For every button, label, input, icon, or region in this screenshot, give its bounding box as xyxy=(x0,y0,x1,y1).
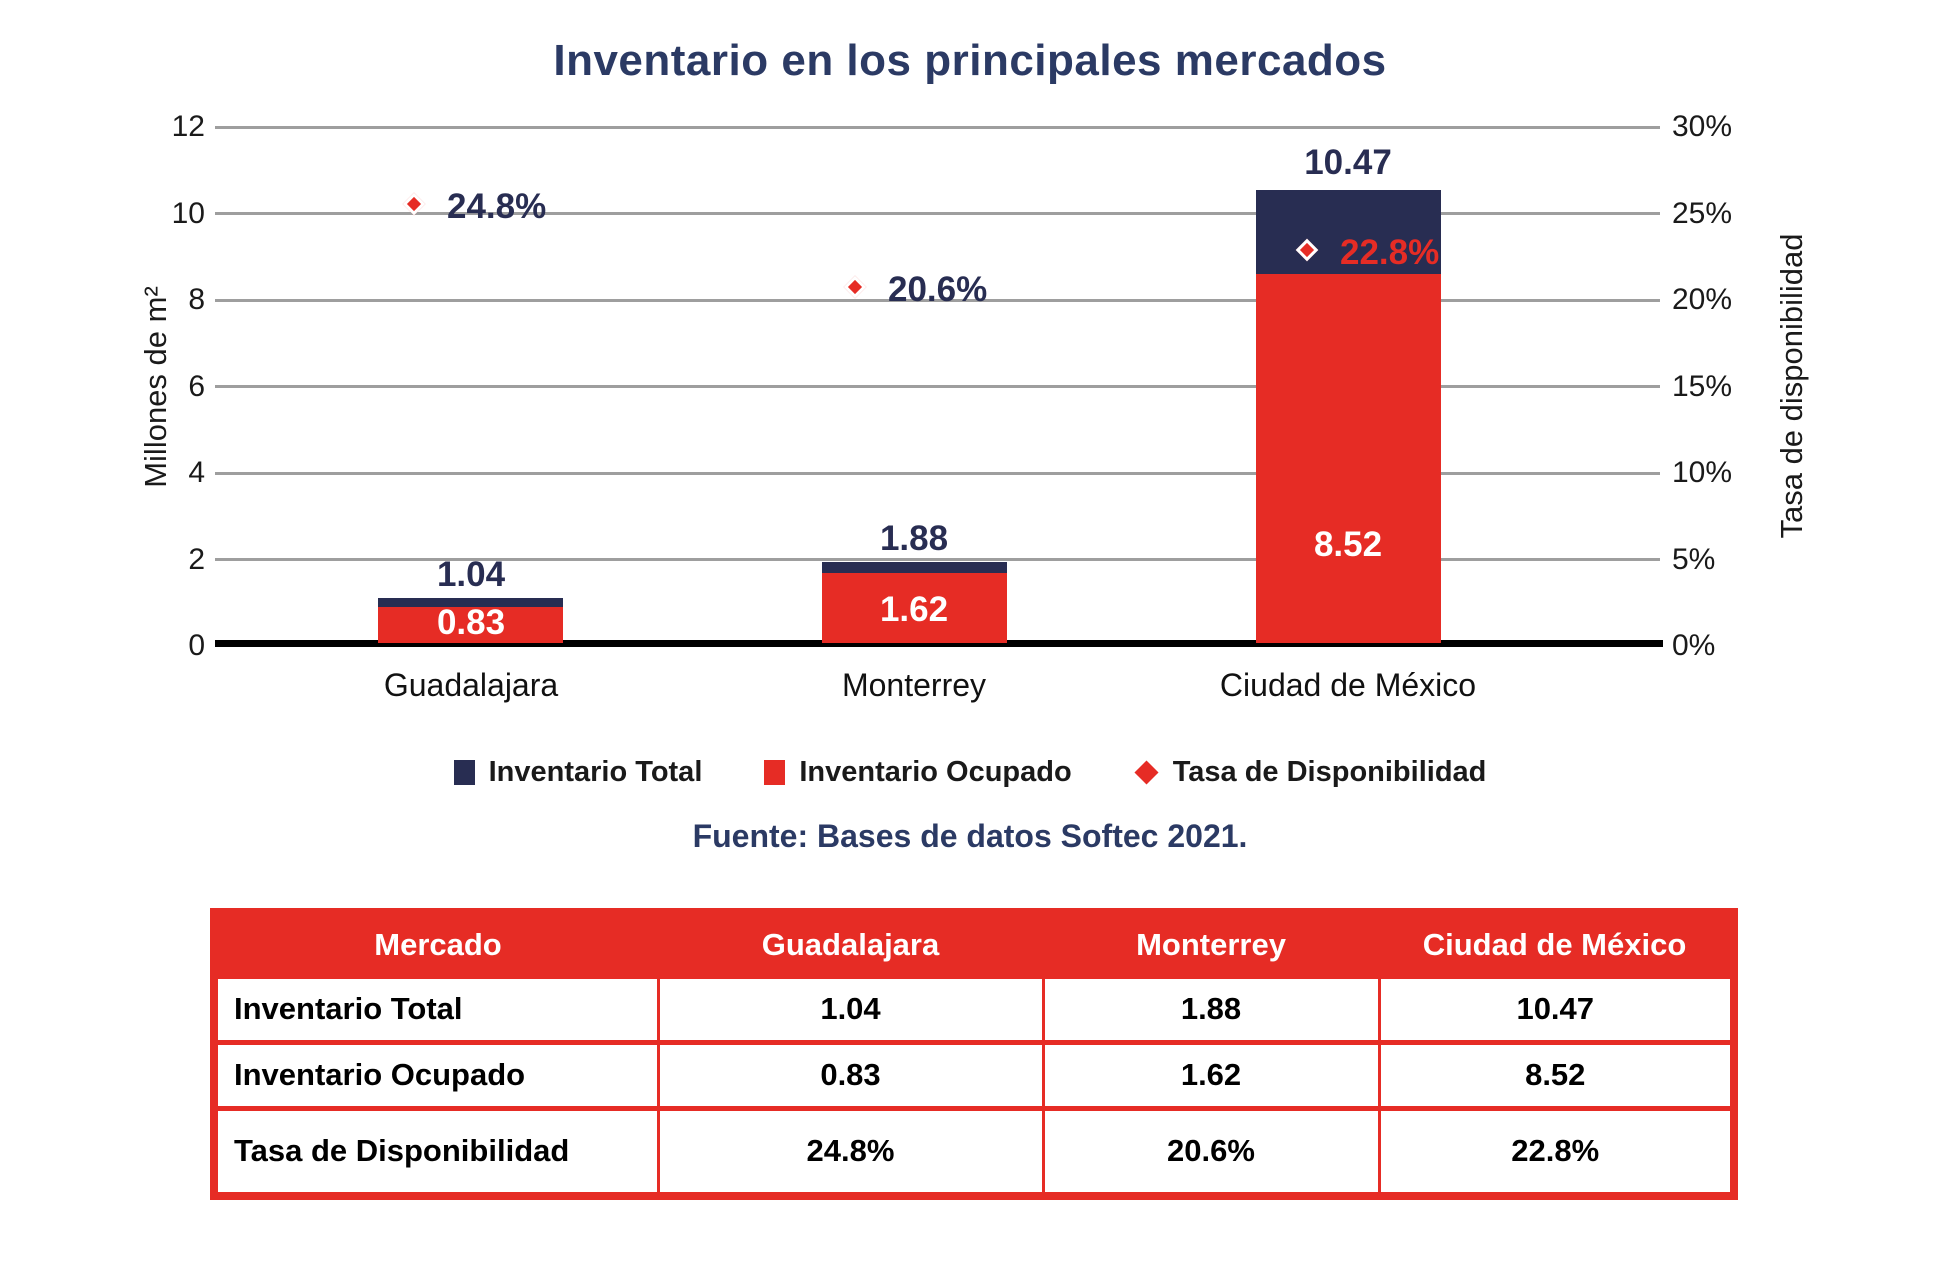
left-tick-2: 2 xyxy=(188,543,205,576)
availability-label-cdmx: 22.8% xyxy=(1340,233,1440,272)
table-cell-value: 24.8% xyxy=(656,1105,1045,1198)
y-axis-left-title: Millones de m² xyxy=(138,286,173,488)
gridline-4 xyxy=(215,472,1660,475)
bar-cdmx-inventario-ocupado xyxy=(1256,274,1441,643)
left-tick-10: 10 xyxy=(171,197,205,230)
table-header-monterrey: Monterrey xyxy=(1043,912,1379,976)
gridline-6 xyxy=(215,385,1660,388)
table-cell-label: Inventario Total xyxy=(212,973,660,1044)
x-label-guadalajara: Guadalajara xyxy=(383,667,559,703)
right-tick-30pct: 30% xyxy=(1672,110,1733,143)
right-tick-15pct: 15% xyxy=(1672,370,1733,403)
availability-label-monterrey: 20.6% xyxy=(888,270,988,309)
legend: Inventario Total Inventario Ocupado Tasa… xyxy=(0,750,1940,794)
chart-title: Inventario en los principales mercados xyxy=(553,36,1387,85)
x-axis-line xyxy=(215,640,1663,647)
left-tick-4: 4 xyxy=(188,456,205,489)
table-cell-value: 20.6% xyxy=(1041,1105,1381,1198)
table-cell-value: 1.62 xyxy=(1041,1039,1381,1110)
table-header-cdmx: Ciudad de México xyxy=(1379,912,1734,976)
availability-diamond-icon-monterrey xyxy=(843,275,867,299)
legend-item-inventario-total: Inventario Total xyxy=(453,755,703,789)
bar-guadalajara-inventario-ocupado xyxy=(378,607,563,643)
legend-item-inventario-ocupado: Inventario Ocupado xyxy=(764,755,1072,789)
gridline-2 xyxy=(215,558,1660,561)
value-label-guadalajara-ocupado: 0.83 xyxy=(436,603,506,642)
value-label-monterrey-total: 1.88 xyxy=(879,519,949,558)
left-tick-6: 6 xyxy=(188,370,205,403)
table-cell-value: 8.52 xyxy=(1377,1039,1736,1110)
availability-label-guadalajara: 24.8% xyxy=(447,187,547,226)
right-tick-0pct: 0% xyxy=(1672,629,1716,662)
table-cell-value: 22.8% xyxy=(1377,1105,1736,1198)
table-cell-value: 10.47 xyxy=(1377,973,1736,1044)
legend-label-tasa-disponibilidad: Tasa de Disponibilidad xyxy=(1172,755,1487,788)
tasa-disponibilidad-diamond-icon xyxy=(1134,759,1159,785)
right-tick-10pct: 10% xyxy=(1672,456,1733,489)
right-tick-25pct: 25% xyxy=(1672,197,1733,230)
inventario-total-square-icon xyxy=(453,759,475,785)
table-header-row: Mercado Guadalajara Monterrey Ciudad de … xyxy=(214,912,1734,976)
right-tick-20pct: 20% xyxy=(1672,283,1733,316)
right-tick-5pct: 5% xyxy=(1672,543,1716,576)
x-label-cdmx: Ciudad de México xyxy=(1219,667,1477,703)
gridline-12 xyxy=(215,126,1660,129)
source-caption: Fuente: Bases de datos Softec 2021. xyxy=(692,818,1248,854)
x-label-monterrey: Monterrey xyxy=(841,667,987,703)
value-label-monterrey-ocupado: 1.62 xyxy=(879,590,949,629)
y-axis-right-title: Tasa de disponibilidad xyxy=(1774,233,1809,539)
bar-monterrey-inventario-ocupado xyxy=(822,573,1007,643)
table-header-guadalajara: Guadalajara xyxy=(658,912,1043,976)
value-label-guadalajara-total: 1.04 xyxy=(436,555,506,594)
table-cell-label: Tasa de Disponibilidad xyxy=(212,1105,660,1198)
table-cell-value: 0.83 xyxy=(656,1039,1045,1110)
table-row-inventario-total: Inventario Total 1.04 1.88 10.47 xyxy=(212,973,1736,1044)
gridline-10 xyxy=(215,212,1660,215)
table-header-mercado: Mercado xyxy=(214,912,658,976)
left-tick-12: 12 xyxy=(171,110,205,143)
data-table: Mercado Guadalajara Monterrey Ciudad de … xyxy=(210,908,1738,1200)
table-cell-label: Inventario Ocupado xyxy=(212,1039,660,1110)
table-cell-value: 1.04 xyxy=(656,973,1045,1044)
gridline-8 xyxy=(215,299,1660,302)
legend-item-tasa-disponibilidad: Tasa de Disponibilidad xyxy=(1134,755,1487,789)
inventario-ocupado-square-icon xyxy=(764,759,786,785)
legend-label-inventario-ocupado: Inventario Ocupado xyxy=(799,755,1072,788)
table-cell-value: 1.88 xyxy=(1041,973,1381,1044)
left-tick-0: 0 xyxy=(188,629,205,662)
table-row-tasa-disponibilidad: Tasa de Disponibilidad 24.8% 20.6% 22.8% xyxy=(212,1105,1736,1198)
value-label-cdmx-ocupado: 8.52 xyxy=(1313,525,1383,564)
value-label-cdmx-total: 10.47 xyxy=(1304,143,1392,182)
left-tick-8: 8 xyxy=(188,283,205,316)
table-row-inventario-ocupado: Inventario Ocupado 0.83 1.62 8.52 xyxy=(212,1039,1736,1110)
legend-label-inventario-total: Inventario Total xyxy=(488,755,703,788)
